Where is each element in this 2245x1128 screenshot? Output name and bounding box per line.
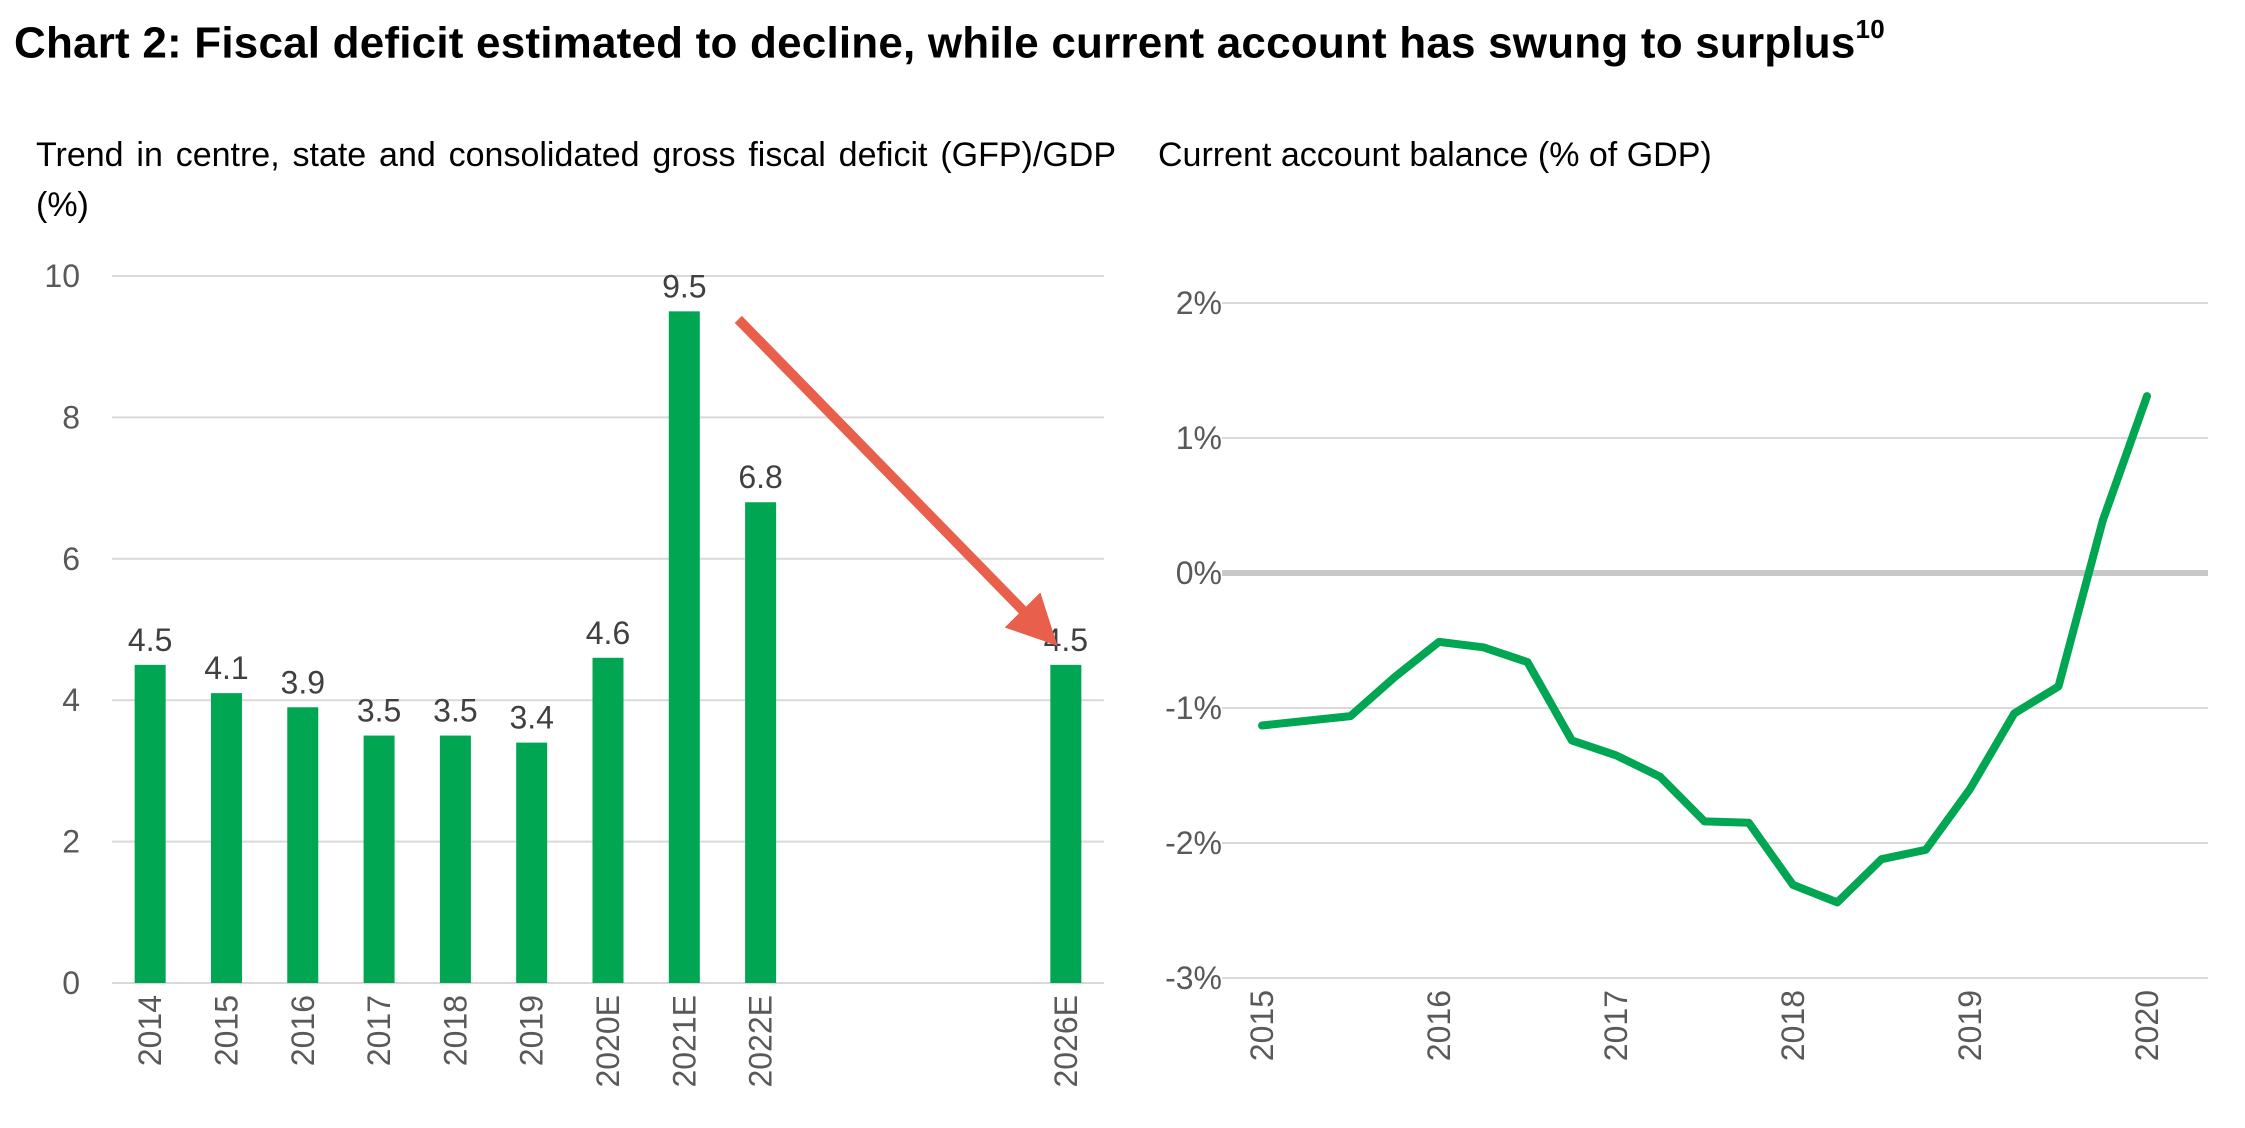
data-label: 4.1 (204, 650, 248, 686)
data-label: 4.5 (1044, 622, 1088, 658)
bar (287, 707, 319, 983)
data-label: 3.9 (281, 664, 325, 700)
data-label: 3.5 (357, 693, 401, 729)
series-line (1258, 392, 2151, 907)
y-tick-label: 4 (62, 682, 80, 718)
current-account-line-chart: -3% -2% -1% 0% 1% 2% 2015 2016 2017 2018 2019 2020 (1165, 285, 2208, 1061)
y-tick-label: 1% (1176, 420, 1222, 456)
x-tick-label: 2021E (666, 995, 702, 1088)
data-label: 3.5 (433, 693, 477, 729)
right-chart-subtitle: Current account balance (% of GDP) (1158, 136, 1712, 174)
x-tick-label: 2018 (437, 995, 473, 1066)
data-label: 3.4 (509, 700, 553, 736)
data-label: 9.5 (662, 268, 706, 304)
x-tick-label: 2014 (132, 995, 168, 1066)
x-tick-label: 2015 (1244, 990, 1280, 1061)
y-tick-label: 10 (44, 258, 80, 294)
x-tick-label: 2019 (1952, 990, 1988, 1061)
x-tick-label: 2022E (743, 995, 779, 1088)
x-tick-label: 2017 (361, 995, 397, 1066)
x-tick-label: 2016 (285, 995, 321, 1066)
x-tick-label: 2018 (1775, 990, 1811, 1061)
left-chart-subtitle: Trend in centre, state and consolidated … (36, 136, 1116, 224)
bar (363, 735, 395, 983)
decline-arrow (734, 315, 1058, 646)
y-tick-label: 0 (62, 965, 80, 1001)
footnote-marker: 10 (1855, 14, 1885, 44)
bar (134, 664, 166, 983)
bar (516, 742, 548, 983)
x-tick-label: 2019 (514, 995, 550, 1066)
bar (439, 735, 471, 983)
x-tick-label: 2020 (2129, 990, 2165, 1061)
x-tick-label: 2020E (590, 995, 626, 1088)
chart-title-text: Chart 2: Fiscal deficit estimated to dec… (14, 18, 1856, 68)
y-tick-label: 6 (62, 541, 80, 577)
x-tick-label: 2026E (1048, 995, 1084, 1088)
y-tick-label: 0% (1176, 555, 1222, 591)
y-tick-label: -2% (1165, 825, 1222, 861)
y-tick-label: 8 (62, 399, 80, 435)
bar (210, 693, 242, 983)
bar (592, 657, 624, 983)
y-tick-label: -1% (1165, 690, 1222, 726)
bar (1050, 664, 1082, 983)
fiscal-deficit-bar-chart: 0 2 4 6 8 10 4.5 2014 4.1 2015 3.9 2016 3.5 2017 3.5 20… (44, 258, 1104, 1088)
data-label: 4.6 (586, 615, 630, 651)
x-tick-label: 2016 (1421, 990, 1457, 1061)
data-label: 6.8 (738, 459, 782, 495)
chart-title: Chart 2: Fiscal deficit estimated to dec… (14, 14, 1885, 69)
y-tick-label: 2% (1176, 285, 1222, 321)
y-tick-label: -3% (1165, 960, 1222, 996)
bar (745, 502, 777, 983)
data-label: 4.5 (128, 622, 172, 658)
x-tick-label: 2015 (208, 995, 244, 1066)
bar (668, 311, 700, 984)
y-tick-label: 2 (62, 824, 80, 860)
x-tick-label: 2017 (1598, 990, 1634, 1061)
